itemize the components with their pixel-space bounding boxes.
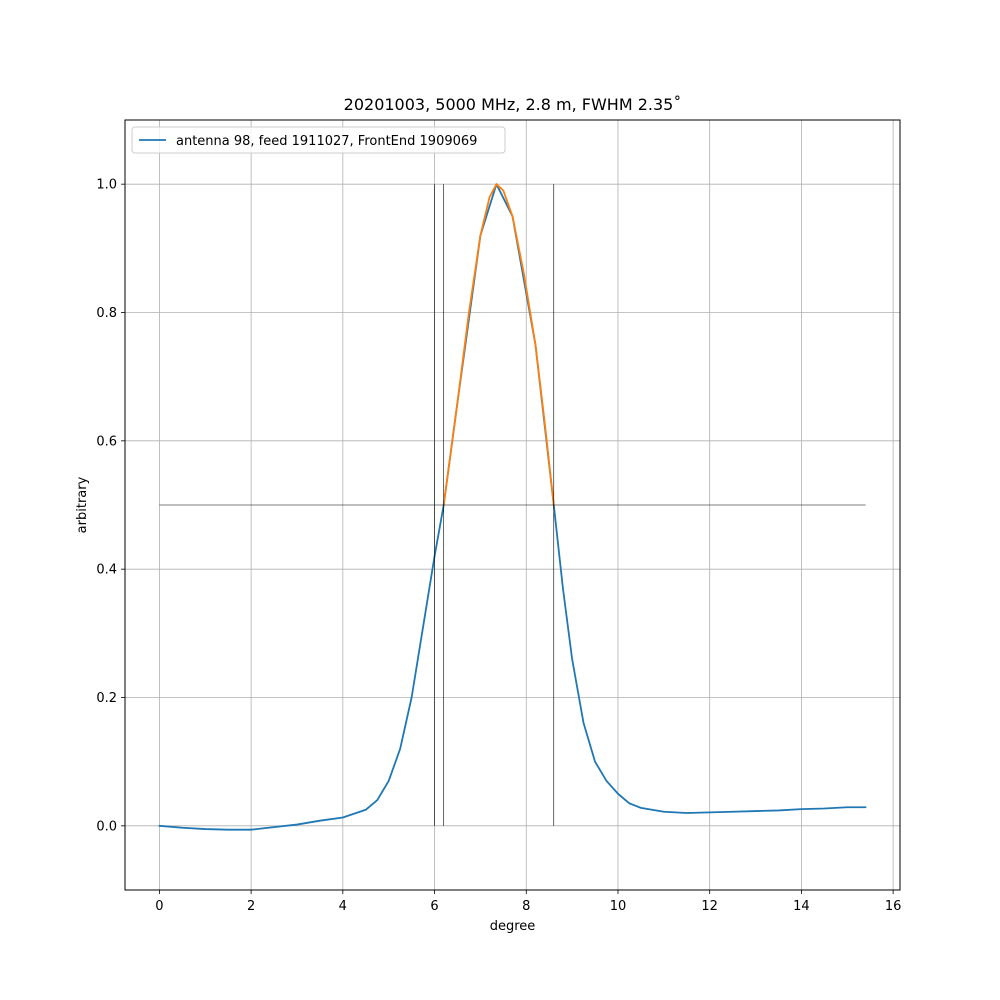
x-tick-label: 8: [522, 899, 530, 914]
x-tick-label: 16: [885, 899, 902, 914]
y-axis-ticks: 0.0 0.2 0.4 0.6 0.8 1.0: [96, 178, 125, 834]
y-tick-label: 0.4: [96, 563, 117, 578]
y-tick-label: 0.2: [96, 691, 117, 706]
x-tick-label: 12: [701, 899, 718, 914]
series-line-1: [442, 183, 555, 506]
x-tick-label: 0: [155, 899, 163, 914]
plot-area: [158, 183, 867, 831]
y-tick-label: 0.8: [96, 306, 117, 321]
grid: [125, 120, 900, 890]
x-axis-ticks: 0 2 4 6 8 10 12 14 16: [155, 890, 901, 914]
y-axis-label: arbitrary: [75, 476, 90, 533]
reference-lines: [159, 184, 866, 826]
y-tick-label: 0.6: [96, 434, 117, 449]
x-tick-label: 4: [339, 899, 347, 914]
y-tick-label: 1.0: [96, 178, 117, 193]
x-axis-label: degree: [490, 919, 536, 934]
axes-frame: [124, 119, 901, 891]
x-tick-label: 6: [430, 899, 438, 914]
legend-box: [131, 126, 506, 154]
y-tick-label: 0.0: [96, 819, 117, 834]
x-tick-label: 2: [247, 899, 255, 914]
legend-label: antenna 98, feed 1911027, FrontEnd 19090…: [176, 134, 477, 149]
legend: antenna 98, feed 1911027, FrontEnd 19090…: [131, 126, 506, 154]
chart-title: 20201003, 5000 MHz, 2.8 m, FWHM 2.35˚: [344, 95, 682, 114]
x-tick-label: 10: [610, 899, 627, 914]
x-tick-label: 14: [793, 899, 810, 914]
